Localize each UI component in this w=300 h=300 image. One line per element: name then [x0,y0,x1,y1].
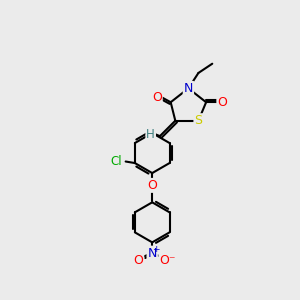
Text: H: H [146,128,155,141]
Text: N: N [184,82,193,95]
Text: Cl: Cl [111,155,122,168]
Text: O⁻: O⁻ [159,254,176,267]
Text: N: N [148,247,157,260]
Text: O: O [152,91,162,104]
Text: O: O [217,96,227,109]
Text: +: + [152,245,160,254]
Text: O: O [147,179,157,192]
Text: O: O [134,254,143,267]
Text: S: S [194,114,202,127]
